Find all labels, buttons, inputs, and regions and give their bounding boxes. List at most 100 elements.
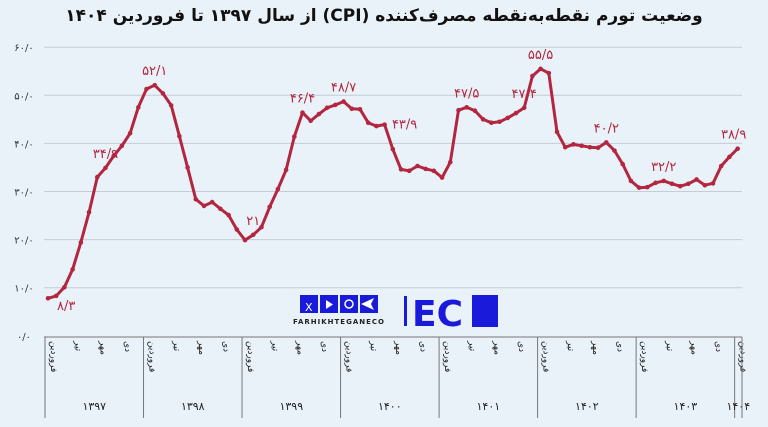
data-point [78,240,84,245]
data-point [513,110,519,116]
instagram-icon [340,295,358,313]
data-point [160,91,166,96]
data-point [464,105,470,110]
data-point [193,196,199,202]
data-point [710,181,716,186]
data-point [497,119,502,125]
data-point [702,182,708,188]
data-label: ۳۲/۲ [651,160,676,175]
month-tick-label: تیر [467,340,477,352]
data-point [242,237,248,243]
month-tick-label: دی [713,341,723,352]
month-tick-label: دی [319,341,329,352]
data-point [324,105,330,111]
data-label: ۴۷/۵ [454,86,479,101]
data-point [505,115,511,121]
data-point [530,73,535,79]
data-point [628,178,634,184]
data-point [677,183,683,189]
month-tick-label: تیر [171,340,181,352]
month-tick-label: دی [614,341,624,352]
data-label: ۴۸/۷ [331,81,356,96]
data-point [439,175,445,180]
data-point [718,163,724,169]
data-point [283,167,289,173]
data-point [546,70,552,76]
data-point [62,284,67,290]
data-point [250,232,256,238]
data-point [267,204,272,210]
month-tick-label: فروردین [48,341,58,372]
month-tick-label: فروردین [442,341,452,372]
data-point [423,166,428,172]
data-label: ۳۴/۹ [93,147,118,162]
data-point [185,165,190,170]
month-tick-label: مهر [491,340,501,355]
year-label: ۱۴۰۰ [378,400,402,413]
month-tick-label: فروردین [147,341,157,372]
data-point [226,212,231,218]
data-point [431,168,437,174]
y-tick-label: ۳۰/۰ [14,188,33,199]
data-point [645,184,650,190]
data-point [603,140,609,145]
month-tick-label: مهر [688,340,698,355]
data-point [349,106,355,112]
instagram-glyph [344,299,354,309]
data-point [259,224,264,230]
month-tick-label: مهر [294,340,304,355]
series-line [47,67,739,300]
data-point [341,99,346,104]
month-tick-label: تیر [368,340,378,352]
data-point [620,161,625,167]
data-label: ۵۲/۱ [142,64,167,79]
data-label: ۳۸/۹ [721,128,746,143]
data-point [398,167,404,172]
month-tick-label: فروردین [245,341,255,372]
data-point [333,102,338,108]
month-tick-label: دی [516,341,526,352]
year-label: ۱۳۹۷ [82,400,106,413]
logo-badge [472,295,498,327]
year-label: ۱۴۰۴ [726,400,750,413]
data-point [86,209,92,215]
data-point [612,148,617,153]
data-label: ۴۶/۴ [290,92,315,107]
telegram-glyph [361,298,374,310]
month-tick-label: مهر [196,340,206,355]
x-icon-glyph: X [305,301,313,314]
data-point [382,122,387,127]
year-label: ۱۴۰۲ [575,400,599,413]
data-point [669,181,675,187]
data-point [554,129,560,135]
data-point [694,177,699,182]
year-label: ۱۳۹۸ [181,400,205,413]
data-point [111,153,116,159]
data-point [406,168,412,174]
data-point [447,159,453,165]
data-point [70,267,75,272]
data-point [53,293,59,299]
data-point [275,186,281,192]
data-point [209,199,215,205]
month-tick-label: تیر [73,340,83,352]
x-icon [300,295,318,313]
data-point [201,203,207,209]
data-point [480,117,486,122]
data-point [365,120,371,126]
month-tick-label: مهر [590,340,600,355]
y-tick-label: ۵۰/۰ [14,91,33,102]
y-tick-label: ۴۰/۰ [14,139,33,150]
data-point [103,165,108,171]
data-point [489,120,494,126]
data-point [415,163,420,169]
data-point [300,110,305,115]
data-label: ۸/۳ [57,299,75,314]
data-point [144,86,149,92]
chart-title: وضعیت تورم نقطه‌به‌نقطه مصرف‌کننده (CPI)… [65,6,703,26]
data-point [686,181,691,187]
data-point [727,154,732,160]
month-tick-label: دی [122,341,132,352]
